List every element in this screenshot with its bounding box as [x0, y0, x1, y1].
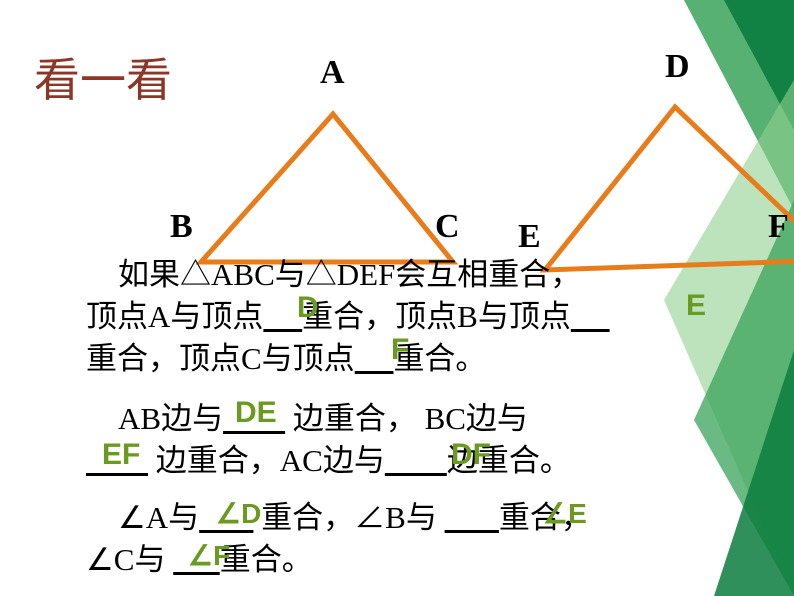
answer-E: E — [686, 289, 706, 323]
p2-line1a: AB边与 — [118, 401, 223, 436]
answer-angle-F: ∠F — [188, 539, 230, 572]
answer-DF: DF — [451, 438, 491, 472]
p1-line2a: 顶点A与顶点 — [86, 299, 263, 334]
paragraph-1: 如果△ABC与△DEF会互相重合， 顶点A与顶点 重合，顶点B与顶点 重合，顶点… — [86, 254, 766, 380]
answer-DE: DE — [235, 396, 277, 430]
vertex-c: C — [435, 208, 460, 246]
vertex-d: D — [665, 48, 690, 86]
vertex-f: F — [768, 208, 789, 246]
paragraph-2: AB边与 边重合， BC边与 边重合，AC边与 边重合。 — [86, 398, 786, 482]
p3-line1b: 重合，∠B与 — [261, 500, 437, 535]
triangle-abc — [201, 114, 453, 262]
p2-line1c: BC边与 — [425, 401, 528, 436]
answer-F: F — [391, 333, 409, 367]
p2-line2a: 边重合，AC边与 — [156, 443, 385, 478]
p3-line2a: ∠C与 — [86, 542, 165, 577]
vertex-b: B — [170, 208, 193, 246]
p3-line2b: 重合。 — [220, 542, 313, 577]
triangles-diagram — [100, 40, 794, 290]
answer-angle-E: ∠E — [543, 497, 587, 530]
triangle-def — [545, 107, 794, 270]
vertex-a: A — [320, 54, 345, 92]
p2-line1b: 边重合， — [293, 401, 417, 436]
p1-line3a: 重合，顶点C与顶点 — [86, 341, 355, 376]
answer-angle-D: ∠D — [216, 497, 261, 530]
vertex-e: E — [518, 218, 541, 256]
answer-EF: EF — [102, 438, 140, 472]
p3-line1a: ∠A与 — [118, 500, 199, 535]
p1-line2b: 重合，顶点B与顶点 — [302, 299, 571, 334]
p1-line1: 如果△ABC与△DEF会互相重合， — [118, 257, 581, 292]
answer-D: D — [297, 291, 319, 325]
